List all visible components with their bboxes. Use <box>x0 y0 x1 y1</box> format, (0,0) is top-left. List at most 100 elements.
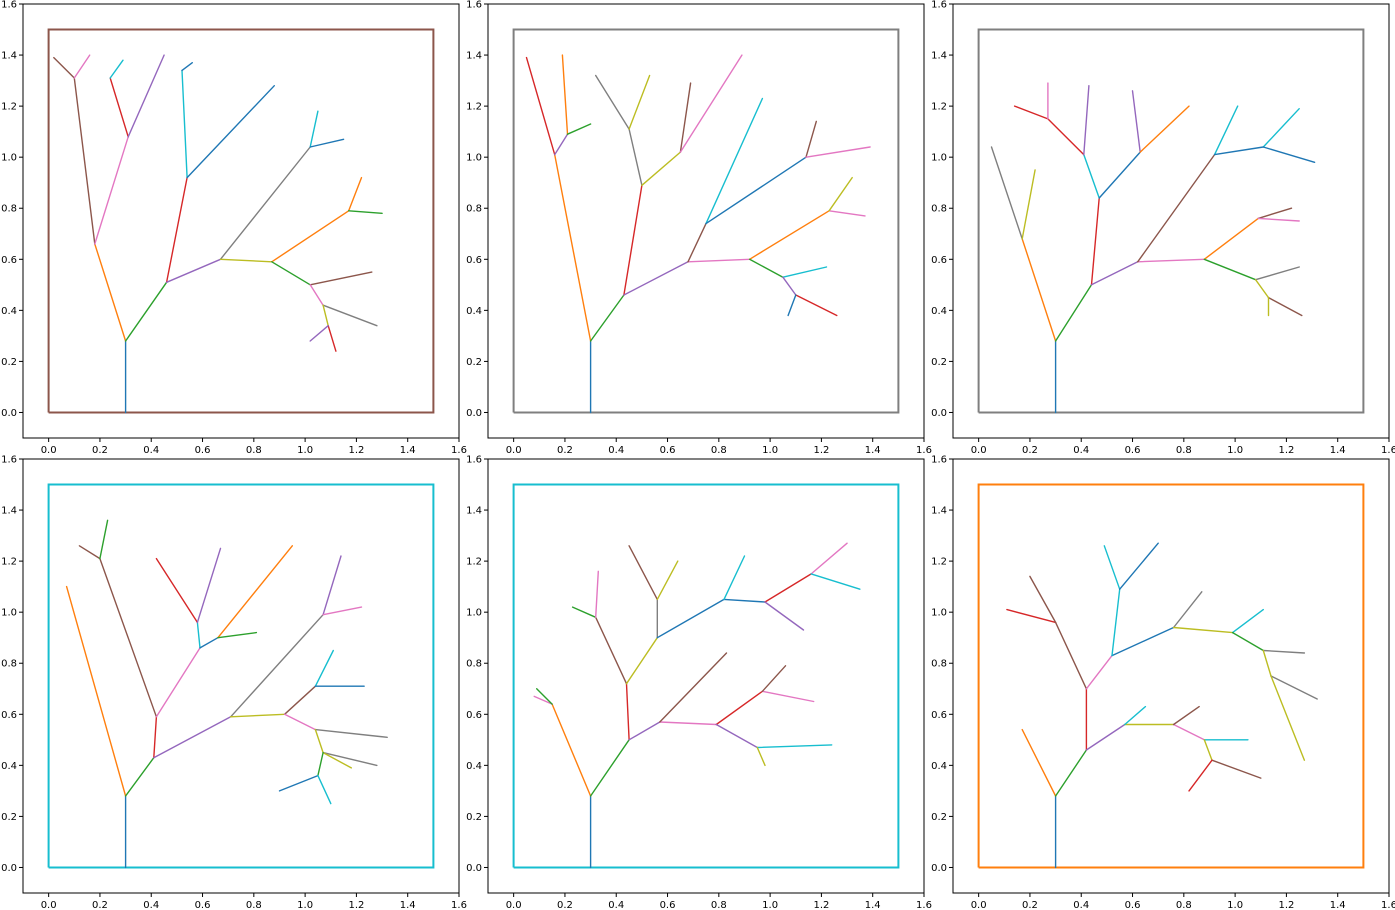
branch-line <box>217 545 293 639</box>
branch-line <box>271 261 311 286</box>
x-tick-label: 0.2 <box>92 900 108 910</box>
branch-line <box>309 284 324 306</box>
branch-line <box>1054 749 1088 797</box>
branch-line <box>805 146 871 158</box>
branch-line <box>554 153 592 342</box>
branch-line <box>679 54 743 153</box>
branch-line <box>659 652 728 723</box>
branch-line <box>748 210 830 260</box>
x-tick-label: 1.6 <box>1381 445 1395 456</box>
branch-line <box>219 258 273 263</box>
branch-line <box>1262 649 1306 654</box>
branch-line <box>1139 105 1190 153</box>
branch-line <box>1098 151 1141 199</box>
branch-line <box>679 82 692 153</box>
branch-line <box>73 77 96 245</box>
branch-line <box>1118 542 1159 590</box>
x-tick-label: 0.0 <box>971 900 987 910</box>
branch-line <box>1203 258 1257 281</box>
y-tick-label: 1.6 <box>1 0 17 11</box>
branch-line <box>1013 105 1049 120</box>
branch-line <box>1262 107 1300 148</box>
branch-line <box>1103 545 1121 590</box>
x-tick-label: 0.2 <box>1022 445 1038 456</box>
boundary-square <box>512 483 900 869</box>
x-tick-label: 0.6 <box>660 445 676 456</box>
y-tick-label: 0.8 <box>931 659 947 670</box>
y-tick-label: 1.2 <box>466 102 482 113</box>
branch-line <box>761 690 815 703</box>
branch-line <box>196 547 222 624</box>
x-tick-label: 1.6 <box>916 445 932 456</box>
branch-line <box>1029 575 1057 624</box>
y-tick-label: 1.2 <box>1 557 17 568</box>
branch-line <box>1090 261 1139 286</box>
branch-line <box>1270 675 1306 761</box>
x-tick-label: 0.0 <box>506 900 522 910</box>
x-tick-label: 0.6 <box>660 900 676 910</box>
branch-line <box>764 573 812 603</box>
x-tick-label: 0.0 <box>971 445 987 456</box>
y-tick-label: 1.0 <box>1 608 17 619</box>
branch-line <box>155 647 201 718</box>
x-tick-label: 0.4 <box>143 445 159 456</box>
boundary-square <box>47 28 435 414</box>
y-tick-label: 1.6 <box>931 455 947 466</box>
y-tick-label: 1.2 <box>1 102 17 113</box>
branch-line <box>317 751 324 777</box>
branch-line <box>229 614 324 718</box>
x-tick-label: 0.0 <box>41 900 57 910</box>
branch-line <box>309 110 319 148</box>
y-tick-label: 1.6 <box>1 455 17 466</box>
x-tick-label: 1.2 <box>813 445 829 456</box>
x-tick-label: 0.4 <box>143 900 159 910</box>
axes-frame <box>487 3 925 439</box>
branch-line <box>309 271 373 286</box>
branch-line <box>764 601 805 631</box>
branch-line <box>78 545 101 560</box>
branch-line <box>196 621 201 649</box>
branch-line <box>1083 84 1090 156</box>
x-tick-label: 0.2 <box>1022 900 1038 910</box>
branch-line <box>589 739 630 797</box>
branch-line <box>186 84 275 179</box>
branch-line <box>1136 258 1206 263</box>
branch-line <box>656 560 679 601</box>
x-tick-label: 1.2 <box>1278 445 1294 456</box>
branch-line <box>623 261 689 296</box>
chart-panel: 0.0 0.2 0.4 0.6 0.8 1.0 1.2 1.4 1.6 0.0 0.2 0.4 0.6 0… <box>466 455 932 910</box>
branch-line <box>595 570 599 618</box>
y-tick-label: 1.4 <box>931 51 947 62</box>
branch-line <box>217 631 258 639</box>
branch-line <box>153 716 158 759</box>
branch-line <box>782 276 797 296</box>
chart-panel: 0.0 0.2 0.4 0.6 0.8 1.0 1.2 1.4 1.6 0.0 0.2 0.4 0.6 0… <box>466 0 932 456</box>
branch-line <box>628 721 661 741</box>
branch-line <box>181 69 188 179</box>
branch-line <box>1021 728 1057 797</box>
y-tick-label: 0.4 <box>931 761 947 772</box>
x-tick-label: 0.0 <box>41 445 57 456</box>
y-tick-label: 1.4 <box>931 506 947 517</box>
x-tick-label: 0.2 <box>557 445 573 456</box>
branch-line <box>322 751 352 769</box>
y-tick-label: 1.0 <box>931 153 947 164</box>
y-tick-label: 0.6 <box>466 710 482 721</box>
x-tick-label: 1.4 <box>400 445 416 456</box>
x-tick-label: 1.6 <box>916 900 932 910</box>
branch-line <box>628 128 643 187</box>
branch-line <box>1085 654 1113 690</box>
x-tick-label: 0.8 <box>1176 445 1192 456</box>
branch-line <box>625 683 630 741</box>
x-tick-label: 1.4 <box>400 900 416 910</box>
branch-line <box>705 156 807 225</box>
branch-line <box>1203 217 1259 260</box>
branch-line <box>595 74 630 130</box>
x-tick-label: 0.6 <box>1125 445 1141 456</box>
y-tick-label: 0.4 <box>931 306 947 317</box>
x-tick-label: 1.0 <box>297 445 313 456</box>
branch-line <box>322 751 378 767</box>
branch-line <box>525 56 556 156</box>
branch-line <box>715 690 764 726</box>
branch-line <box>94 136 129 245</box>
